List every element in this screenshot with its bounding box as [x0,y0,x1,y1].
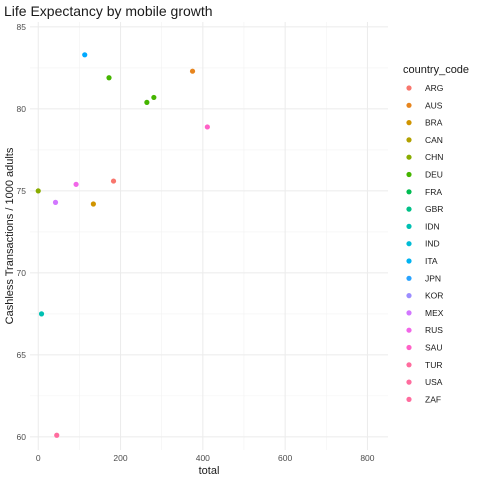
legend-label: ARG [425,83,443,93]
y-tick-label: 70 [17,268,27,278]
legend-key [406,327,412,333]
data-point [204,124,210,130]
legend-key [406,396,412,402]
legend-label: GBR [425,204,443,214]
legend-label: USA [425,377,443,387]
legend-key [406,275,412,281]
legend-key [406,154,412,160]
y-tick-label: 75 [17,186,27,196]
legend-key [406,189,412,195]
legend-label: CHN [425,152,443,162]
data-point [54,432,60,438]
y-tick-labels: 60 65 70 75 80 85 [17,22,27,442]
data-point [82,52,88,58]
data-point [90,201,96,207]
x-tick-label: 800 [360,453,374,463]
data-point [151,94,157,101]
legend-label: BRA [425,118,443,128]
data-point [110,178,117,184]
legend-label: JPN [425,273,441,283]
y-axis-label: Cashless Transactions / 1000 adults [4,147,16,324]
y-tick-label: 65 [17,350,27,360]
legend-label: AUS [425,100,443,110]
legend-key [406,310,412,316]
legend-label: CAN [425,135,443,145]
legend-key [406,379,412,385]
legend-label: ITA [425,256,438,266]
legend-label: SAU [425,343,442,353]
x-tick-label: 400 [196,453,210,463]
y-tick-label: 85 [17,22,27,32]
legend-key [406,293,412,299]
legend-key [406,344,412,351]
legend-key [406,102,412,108]
legend-label: KOR [425,291,443,301]
legend-key [406,258,412,264]
legend-label: MEX [425,308,444,318]
legend-label: IND [425,239,440,249]
legend-key [406,362,412,368]
x-tick-label: 200 [113,453,127,463]
x-tick-label: 0 [36,453,41,463]
x-axis-label: total [199,465,220,477]
x-tick-label: 600 [278,453,292,463]
legend-label: IDN [425,221,440,231]
data-point [106,75,112,81]
data-point [35,188,41,194]
y-tick-label: 80 [17,104,27,114]
legend-key [406,171,412,178]
legend-label: DEU [425,170,443,180]
legend-title: country_code [403,64,469,76]
legend-key [406,223,412,229]
legend-key [406,206,412,212]
data-point [144,99,150,105]
y-tick-label: 60 [17,432,27,442]
legend-key [406,120,412,126]
legend-label: FRA [425,187,442,197]
legend-key [406,241,412,247]
legend-key [406,137,412,143]
legend-label: TUR [425,360,442,370]
data-points [35,52,210,438]
data-point [38,311,45,317]
chart-title: Life Expectancy by mobile growth [4,3,213,19]
data-point [189,68,196,74]
legend-label: RUS [425,325,443,335]
data-point [52,199,59,205]
grid-lines [30,22,388,450]
x-tick-labels: 0 200 400 600 800 [36,453,375,463]
legend: country_code ARG AUS BRA CAN CHN DEU FRA GBR IDN… [403,64,469,404]
data-point [73,181,79,187]
legend-label: ZAF [425,394,441,404]
legend-key [406,85,412,91]
